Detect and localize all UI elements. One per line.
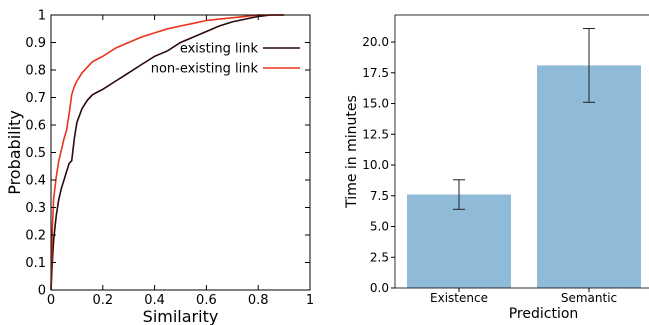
legend-label-non-existing-link: non-existing link bbox=[151, 62, 259, 77]
x-tick-label: 0 bbox=[47, 293, 55, 308]
y-tick-label: 1 bbox=[38, 9, 46, 24]
y-tick-label: 12.5 bbox=[362, 127, 389, 141]
y-axis-label: Probability bbox=[5, 110, 24, 195]
x-tick-label: 0.6 bbox=[196, 293, 217, 308]
y-tick-label: 0 bbox=[38, 284, 46, 299]
plot-frame bbox=[394, 14, 649, 289]
y-tick-label: 0.7 bbox=[25, 91, 46, 106]
y-tick-label: 0.3 bbox=[25, 201, 46, 216]
bar-chart: Existence Semantic 0.0 2.5 5.0 7.5 10.0 12.5 15.… bbox=[344, 14, 649, 322]
y-tick-label: 15.0 bbox=[362, 97, 389, 111]
y-tick-label: 20.0 bbox=[362, 35, 389, 49]
y-tick-label: 0.5 bbox=[25, 146, 46, 161]
y-tick-label: 0.2 bbox=[25, 229, 46, 244]
y-axis-label: Time in minutes bbox=[344, 95, 360, 209]
cdf-chart: 0 0.2 0.4 0.6 0.8 1 0 0.1 0.2 0.3 0.4 0.5 0.6 0.7 0.8 0… bbox=[5, 9, 314, 325]
y-tick-label: 10.0 bbox=[362, 158, 389, 172]
y-tick-label: 2.5 bbox=[370, 250, 389, 264]
y-tick-label: 5.0 bbox=[370, 220, 389, 234]
x-tick-label: 0.2 bbox=[92, 293, 113, 308]
y-tick-label: 0.4 bbox=[25, 174, 46, 189]
x-axis-label: Prediction bbox=[509, 306, 579, 322]
series-line-non-existing-link bbox=[50, 14, 285, 291]
y-tick-label: 7.5 bbox=[370, 189, 389, 203]
y-tick-label: 0.8 bbox=[25, 64, 46, 79]
y-tick-label: 0.6 bbox=[25, 119, 46, 134]
y-tick-label: 17.5 bbox=[362, 66, 389, 80]
y-tick-label: 0.1 bbox=[25, 256, 46, 271]
x-axis-label: Similarity bbox=[143, 307, 219, 325]
y-tick-label: 0.0 bbox=[370, 281, 389, 295]
x-tick-label: Semantic bbox=[561, 291, 617, 305]
x-tick-label: 1 bbox=[306, 293, 314, 308]
x-tick-label: 0.8 bbox=[248, 293, 269, 308]
y-tick-label: 0.9 bbox=[25, 36, 46, 51]
legend-label-existing-link: existing link bbox=[180, 42, 259, 57]
series-line-existing-link bbox=[50, 14, 285, 291]
x-tick-label: 0.4 bbox=[144, 293, 165, 308]
x-tick-label: Existence bbox=[430, 291, 488, 305]
bar-existence bbox=[407, 194, 511, 288]
